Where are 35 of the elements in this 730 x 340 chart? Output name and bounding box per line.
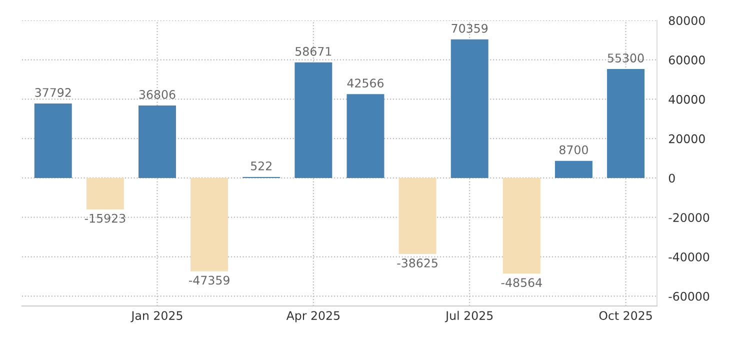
data-label: 70359 bbox=[452, 24, 488, 33]
bar bbox=[86, 178, 124, 210]
bar bbox=[190, 178, 228, 272]
data-label: 58671 bbox=[296, 46, 332, 56]
data-label: -38625 bbox=[397, 258, 438, 268]
data-label: -48564 bbox=[501, 278, 542, 288]
bar bbox=[502, 178, 540, 274]
data-label: 36806 bbox=[139, 90, 176, 99]
y-tick-label: 80000 bbox=[668, 16, 705, 26]
y-tick-label: -60000 bbox=[668, 292, 710, 301]
bar bbox=[554, 160, 592, 178]
data-label: 42566 bbox=[347, 78, 384, 88]
x-tick-label: Jan 2025 bbox=[130, 311, 182, 322]
data-label: 522 bbox=[251, 161, 272, 170]
bar bbox=[294, 62, 332, 178]
x-tick-label: Jul 2025 bbox=[444, 310, 493, 322]
bar bbox=[346, 94, 384, 178]
bar bbox=[450, 39, 488, 178]
x-tick-label: Oct 2025 bbox=[599, 311, 652, 320]
data-label: 8700 bbox=[559, 145, 588, 154]
y-tick-label: -20000 bbox=[668, 213, 710, 222]
y-tick-label: -40000 bbox=[668, 252, 710, 262]
bar bbox=[138, 105, 176, 178]
data-label: 37792 bbox=[35, 88, 71, 97]
data-label: -47359 bbox=[188, 276, 230, 285]
bar bbox=[607, 69, 645, 178]
y-tick-label: 40000 bbox=[668, 94, 705, 104]
y-tick-label: 0 bbox=[668, 174, 675, 183]
bar bbox=[398, 178, 436, 254]
bar bbox=[34, 104, 72, 178]
x-tick-label: Apr 2025 bbox=[286, 311, 340, 322]
y-tick-label: 60000 bbox=[668, 56, 705, 64]
y-tick-label: 20000 bbox=[668, 134, 705, 144]
data-label: -15923 bbox=[84, 214, 126, 223]
data-label: 55300 bbox=[608, 54, 644, 62]
